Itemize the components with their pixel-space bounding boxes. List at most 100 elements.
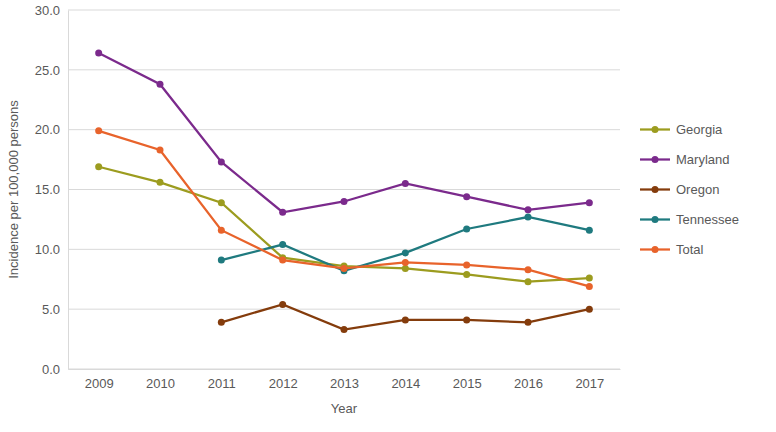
x-tick: 2011 [208, 369, 236, 391]
series-marker [586, 199, 593, 206]
x-tick-label: 2013 [330, 376, 359, 391]
x-tick: 2010 [146, 369, 175, 391]
y-axis-title: Incidence per 100,000 persons [6, 100, 21, 279]
x-axis-title: Year [331, 401, 358, 416]
y-tick: 5.0 [42, 302, 68, 317]
y-tick: 20.0 [35, 122, 68, 137]
legend-label: Tennessee [676, 212, 739, 227]
series-marker [463, 261, 470, 268]
series-marker [586, 306, 593, 313]
y-tick: 25.0 [35, 62, 68, 77]
x-tick: 2017 [575, 369, 604, 391]
legend-label: Oregon [676, 182, 719, 197]
series-marker [341, 265, 348, 272]
y-tick-label: 30.0 [35, 3, 60, 18]
y-tick-label: 25.0 [35, 62, 60, 77]
series-marker [218, 158, 225, 165]
grid-line [68, 309, 620, 310]
grid [68, 10, 620, 369]
series-marker [463, 316, 470, 323]
legend-marker [652, 156, 659, 163]
series-marker [525, 319, 532, 326]
series-line [221, 217, 589, 271]
series-marker [402, 180, 409, 187]
series-marker [402, 316, 409, 323]
y-tick-label: 15.0 [35, 182, 60, 197]
legend-marker [652, 186, 659, 193]
y-axis: 0.0 5.0 10.0 15.0 20.0 25.0 30.0 [35, 3, 69, 377]
legend-label: Georgia [676, 122, 723, 137]
series-marker [341, 326, 348, 333]
series-marker [402, 259, 409, 266]
series-marker [95, 163, 102, 170]
series-marker [402, 249, 409, 256]
series-marker [279, 301, 286, 308]
legend-marker [652, 216, 659, 223]
series-marker [463, 193, 470, 200]
series-marker [218, 319, 225, 326]
x-tick: 2016 [514, 369, 543, 391]
x-tick-label: 2014 [391, 376, 420, 391]
x-axis: 2009 2010 2011 2012 2013 2014 2015 2016 2017 [69, 369, 621, 391]
x-tick-label: 2009 [85, 376, 114, 391]
series-marker [341, 198, 348, 205]
series-marker [218, 199, 225, 206]
y-tick-label: 5.0 [42, 302, 60, 317]
x-tick-label: 2010 [146, 376, 175, 391]
x-tick-label: 2017 [575, 376, 604, 391]
series-marker [157, 81, 164, 88]
grid-line [68, 369, 620, 370]
grid-line [68, 189, 620, 190]
legend-marker [652, 246, 659, 253]
series-marker [525, 206, 532, 213]
grid-line [68, 129, 620, 130]
x-tick: 2012 [269, 369, 298, 391]
y-tick: 30.0 [35, 3, 68, 18]
legend-marker [652, 126, 659, 133]
x-tick-label: 2016 [514, 376, 543, 391]
series-marker [586, 275, 593, 282]
series-marker [95, 50, 102, 57]
grid-line [68, 249, 620, 250]
x-tick-label: 2011 [208, 376, 236, 391]
series-line [99, 53, 590, 212]
series-line [221, 304, 589, 329]
series-marker [586, 227, 593, 234]
grid-line [68, 10, 620, 11]
y-tick-label: 10.0 [35, 242, 60, 257]
series-marker [525, 266, 532, 273]
series-marker [157, 179, 164, 186]
series-marker [218, 257, 225, 264]
series-marker [586, 283, 593, 290]
plot-area [95, 50, 593, 333]
series-marker [157, 147, 164, 154]
series-marker [279, 257, 286, 264]
y-tick: 10.0 [35, 242, 68, 257]
series-line [99, 167, 590, 282]
series-marker [463, 225, 470, 232]
legend-label: Total [676, 242, 704, 257]
series-marker [525, 278, 532, 285]
series-marker [95, 127, 102, 134]
y-tick: 15.0 [35, 182, 68, 197]
x-tick: 2014 [391, 369, 420, 391]
series-marker [525, 214, 532, 221]
chart: 0.05.010.015.020.025.030.020092010201120… [0, 0, 776, 432]
series-marker [463, 271, 470, 278]
x-tick: 2015 [453, 369, 482, 391]
series-marker [279, 209, 286, 216]
series-marker [402, 265, 409, 272]
x-tick-label: 2012 [269, 376, 298, 391]
legend-label: Maryland [676, 152, 729, 167]
x-tick: 2009 [85, 369, 114, 391]
grid-line [68, 69, 620, 70]
y-tick-label: 0.0 [42, 362, 60, 377]
y-tick: 0.0 [42, 362, 68, 377]
series-marker [218, 227, 225, 234]
x-tick: 2013 [330, 369, 359, 391]
y-tick-label: 20.0 [35, 122, 60, 137]
x-axis-line [69, 369, 621, 370]
legend: Georgia Maryland Oregon Tennessee Total [640, 122, 739, 257]
x-tick-label: 2015 [453, 376, 482, 391]
series-marker [279, 241, 286, 248]
